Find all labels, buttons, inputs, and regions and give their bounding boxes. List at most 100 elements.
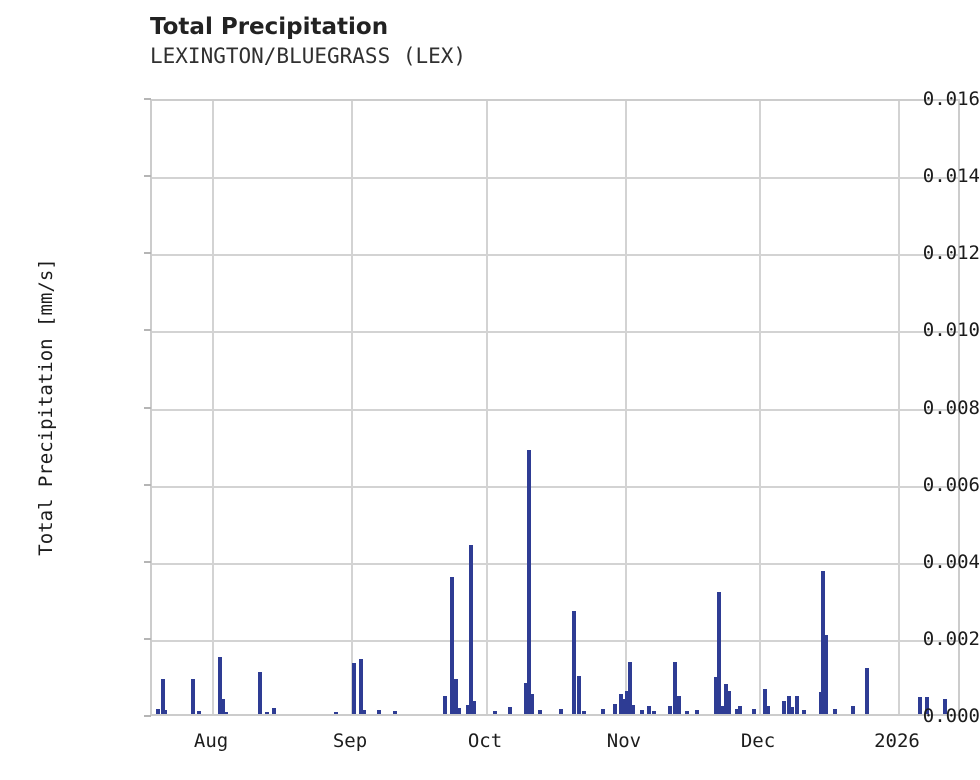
bar: [196, 710, 201, 714]
y-tick-mark: [144, 98, 151, 100]
bar: [572, 611, 576, 714]
bar: [601, 709, 605, 714]
x-tick-label: Dec: [740, 730, 776, 752]
bar: [667, 705, 672, 714]
bar: [453, 678, 458, 714]
x-tick-label: 2026: [874, 730, 920, 752]
gridline-horizontal: [152, 331, 958, 334]
bar: [720, 706, 725, 714]
bar: [361, 710, 366, 714]
bar: [676, 695, 681, 714]
bar: [714, 676, 718, 714]
bar: [161, 679, 166, 714]
x-tick-label: Sep: [332, 730, 368, 752]
bar: [334, 712, 339, 714]
bar: [577, 676, 582, 714]
gridline-horizontal: [152, 254, 958, 257]
bar: [558, 709, 563, 714]
bar: [265, 711, 270, 714]
y-tick-label: 0.014: [922, 165, 980, 188]
gridline-vertical: [350, 101, 353, 714]
x-tick-label: Oct: [467, 730, 503, 752]
bar: [221, 698, 226, 714]
bar: [376, 709, 381, 714]
bar: [850, 705, 855, 714]
title-block: Total Precipitation LEXINGTON/BLUEGRASS …: [150, 12, 910, 70]
gridline-horizontal: [152, 639, 958, 642]
bar: [795, 695, 799, 714]
bar: [789, 706, 794, 714]
y-tick-mark: [144, 175, 151, 178]
y-tick-mark: [144, 483, 151, 486]
y-tick-mark: [144, 252, 151, 255]
bar: [925, 697, 929, 714]
chart-subtitle: LEXINGTON/BLUEGRASS (LEX): [150, 44, 467, 68]
bar: [818, 692, 823, 714]
bar: [824, 634, 828, 714]
bar: [685, 711, 689, 714]
bar: [537, 710, 542, 714]
bar: [224, 711, 229, 714]
bar: [162, 710, 167, 714]
bar: [450, 576, 455, 714]
bar: [155, 709, 160, 714]
bar: [393, 711, 397, 714]
x-tick-label: Aug: [193, 730, 229, 752]
bar: [218, 656, 223, 714]
bar: [612, 703, 617, 714]
bar: [723, 683, 728, 714]
bar: [781, 700, 786, 714]
bar: [624, 690, 629, 714]
y-axis-label: Total Precipitation [mm/s]: [35, 258, 57, 556]
bar: [766, 705, 770, 714]
page-title: Total Precipitation: [150, 14, 389, 40]
gridline-vertical: [212, 101, 215, 714]
gridline-horizontal: [152, 408, 958, 411]
bar: [352, 663, 356, 714]
y-tick-mark: [144, 560, 151, 563]
bar: [917, 697, 922, 714]
bar: [694, 709, 699, 714]
bar: [832, 709, 837, 714]
bar: [726, 690, 731, 714]
y-tick-mark: [144, 329, 151, 332]
bar: [456, 707, 461, 714]
bar: [529, 693, 534, 714]
bar: [801, 710, 806, 714]
bar: [471, 700, 476, 714]
bar: [737, 705, 742, 714]
y-tick-mark: [144, 406, 151, 409]
y-tick-mark: [144, 715, 151, 717]
bar: [271, 708, 276, 714]
bar: [618, 693, 623, 714]
bar: [523, 682, 528, 714]
y-tick-label: 0.016: [922, 88, 980, 110]
y-tick-label: 0.012: [922, 242, 980, 265]
y-tick-label: 0.000: [922, 705, 980, 727]
bar: [465, 705, 470, 714]
plot-area: [150, 99, 960, 716]
x-tick-label: Nov: [606, 730, 642, 752]
gridline-horizontal: [152, 562, 958, 565]
bar: [581, 710, 586, 714]
bar: [864, 667, 869, 714]
y-tick-label: 0.010: [922, 319, 980, 342]
y-tick-label: 0.004: [922, 550, 980, 573]
bar-series: [152, 101, 958, 714]
gridline-horizontal: [152, 177, 958, 180]
bar: [358, 658, 363, 714]
y-tick-label: 0.002: [922, 627, 980, 650]
bar: [257, 671, 262, 714]
bar: [468, 545, 473, 714]
y-tick-mark: [144, 637, 151, 640]
bar: [493, 710, 498, 714]
bar: [442, 695, 447, 714]
bar: [639, 710, 644, 714]
bar: [821, 571, 825, 714]
bar: [673, 661, 678, 714]
bar: [627, 661, 632, 714]
bar: [508, 707, 513, 714]
bar: [717, 592, 721, 714]
gridline-vertical: [486, 101, 489, 714]
